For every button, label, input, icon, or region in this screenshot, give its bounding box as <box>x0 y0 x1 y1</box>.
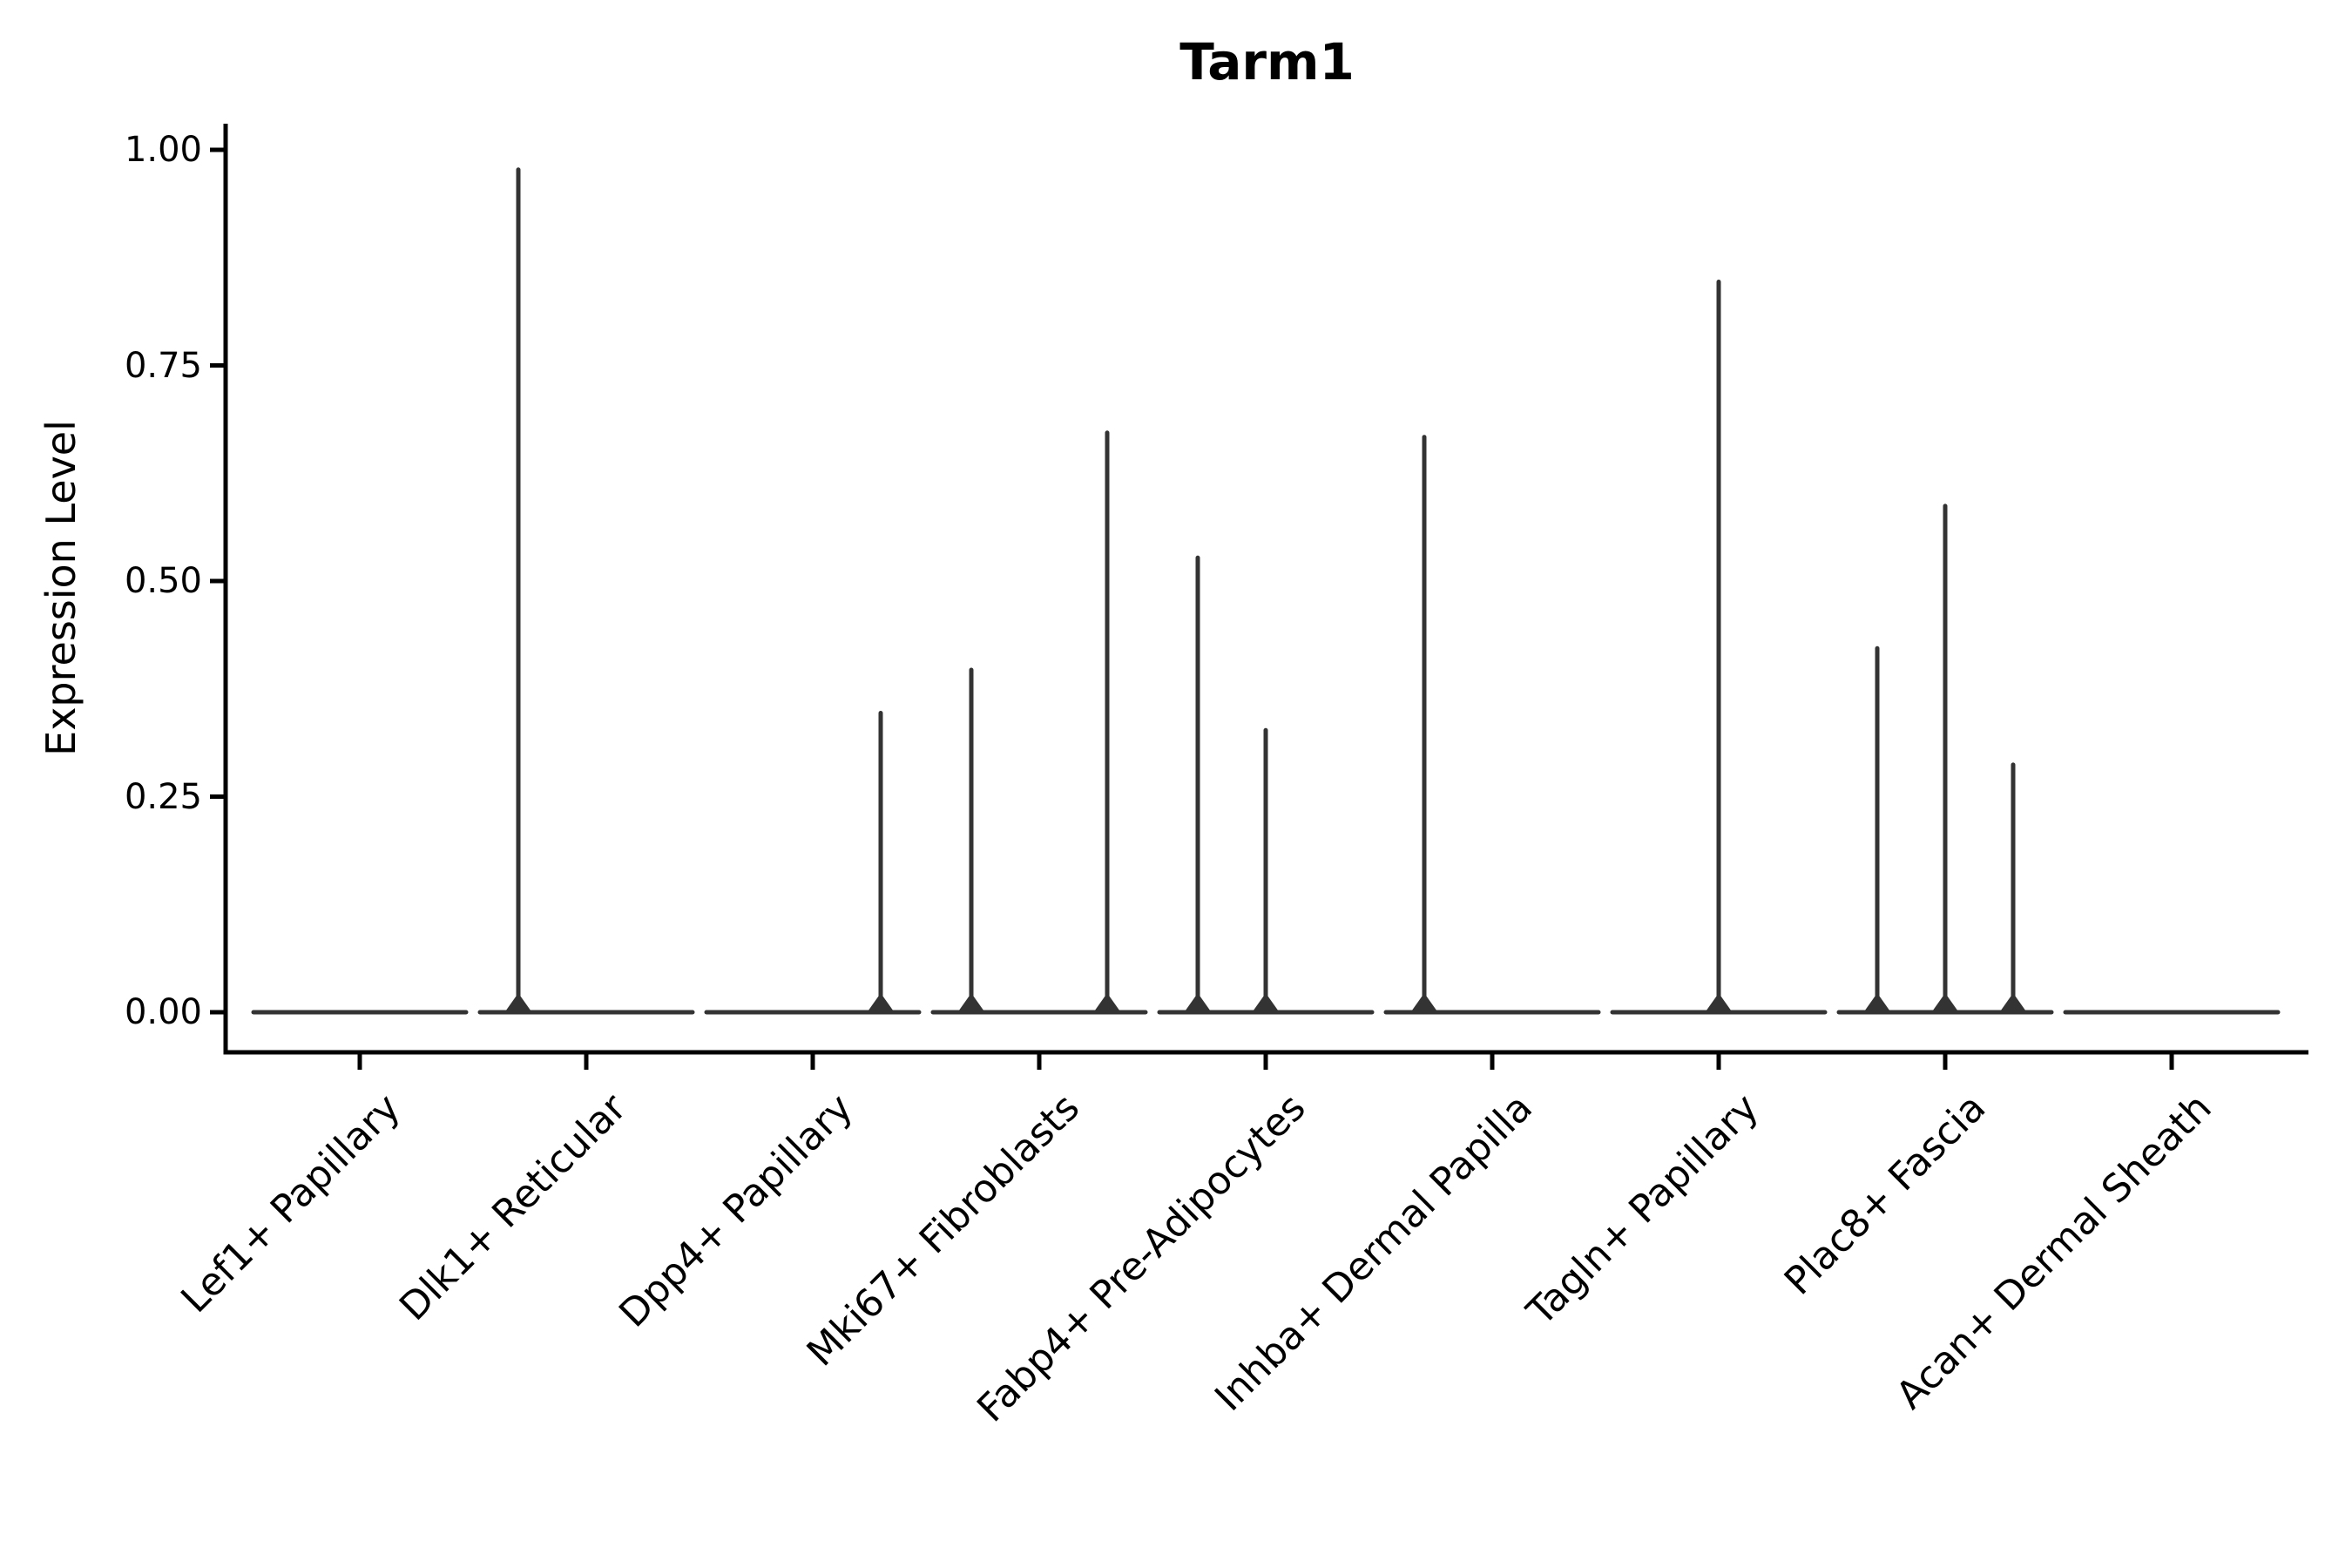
chart-title: Tarm1 <box>1179 32 1355 91</box>
y-tick-label-0.00: 0.00 <box>124 992 202 1032</box>
y-tick-label-0.50: 0.50 <box>124 561 202 601</box>
y-tick-label-0.25: 0.25 <box>124 777 202 817</box>
y-tick-label-1.00: 1.00 <box>124 130 202 170</box>
y-tick-label-0.75: 0.75 <box>124 346 202 386</box>
